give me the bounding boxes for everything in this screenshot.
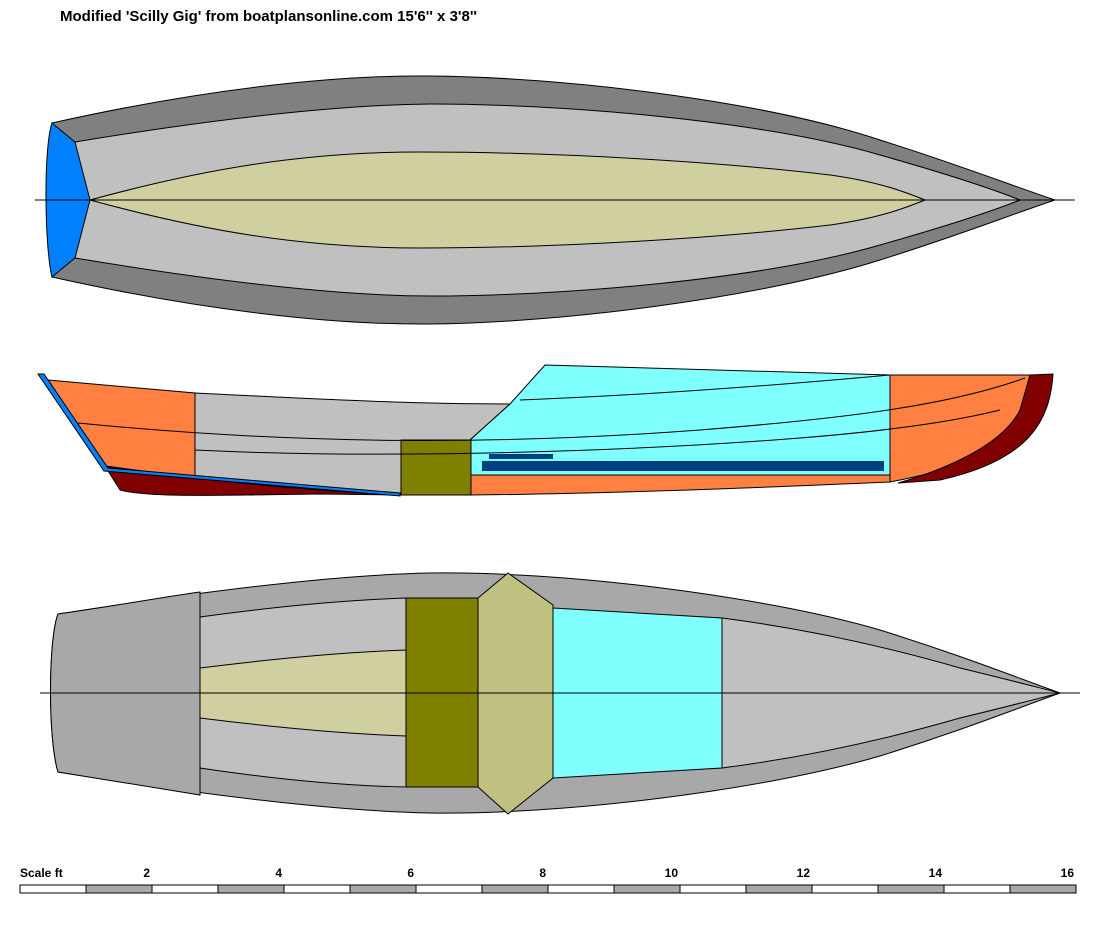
drawing-title: Modified 'Scilly Gig' from boatplansonli… [60, 8, 477, 25]
scale-segment [481, 884, 549, 894]
plan-view-open-hull [35, 75, 1075, 325]
scale-tick-label: 8 [539, 866, 546, 880]
bench-navy-short [489, 454, 553, 459]
scale-tick-label: 14 [929, 866, 943, 880]
scale-label: Scale ft [20, 866, 63, 880]
topside-orange-aft [47, 379, 196, 479]
hull-orange-lower [469, 474, 891, 496]
scale-segment [415, 884, 483, 894]
plan-view-decked [40, 572, 1080, 815]
scale-tick-label: 12 [797, 866, 811, 880]
waterline [194, 409, 1001, 455]
scale-segment [547, 884, 615, 894]
stem-maroon [897, 373, 1054, 484]
scale-tick-label: 6 [407, 866, 414, 880]
transom-blue-profile [37, 373, 401, 497]
scale-segment [679, 884, 747, 894]
scale-segment [85, 884, 153, 894]
scale-segment [1009, 884, 1077, 894]
scale-segment [19, 884, 87, 894]
scale-segment [811, 884, 879, 894]
bench-navy-long [482, 461, 884, 471]
scale-tick-label: 2 [143, 866, 150, 880]
scale-segment [943, 884, 1011, 894]
cabin-roof-line [519, 374, 891, 401]
scale-segment [151, 884, 219, 894]
scale-segment [613, 884, 681, 894]
scale-segment [283, 884, 351, 894]
scale-tick-label: 10 [665, 866, 679, 880]
console-olive-profile [400, 439, 472, 496]
scale-tick-label: 4 [275, 866, 282, 880]
sheer-line [77, 377, 1026, 441]
scale-tick-label: 16 [1061, 866, 1075, 880]
scale-bar: Scale ft 2 4 6 8 10 12 14 16 [19, 866, 1077, 894]
side-profile-view [37, 364, 1054, 497]
scale-segment [745, 884, 813, 894]
scale-segment [349, 884, 417, 894]
scale-segment [217, 884, 285, 894]
scale-segment [877, 884, 945, 894]
